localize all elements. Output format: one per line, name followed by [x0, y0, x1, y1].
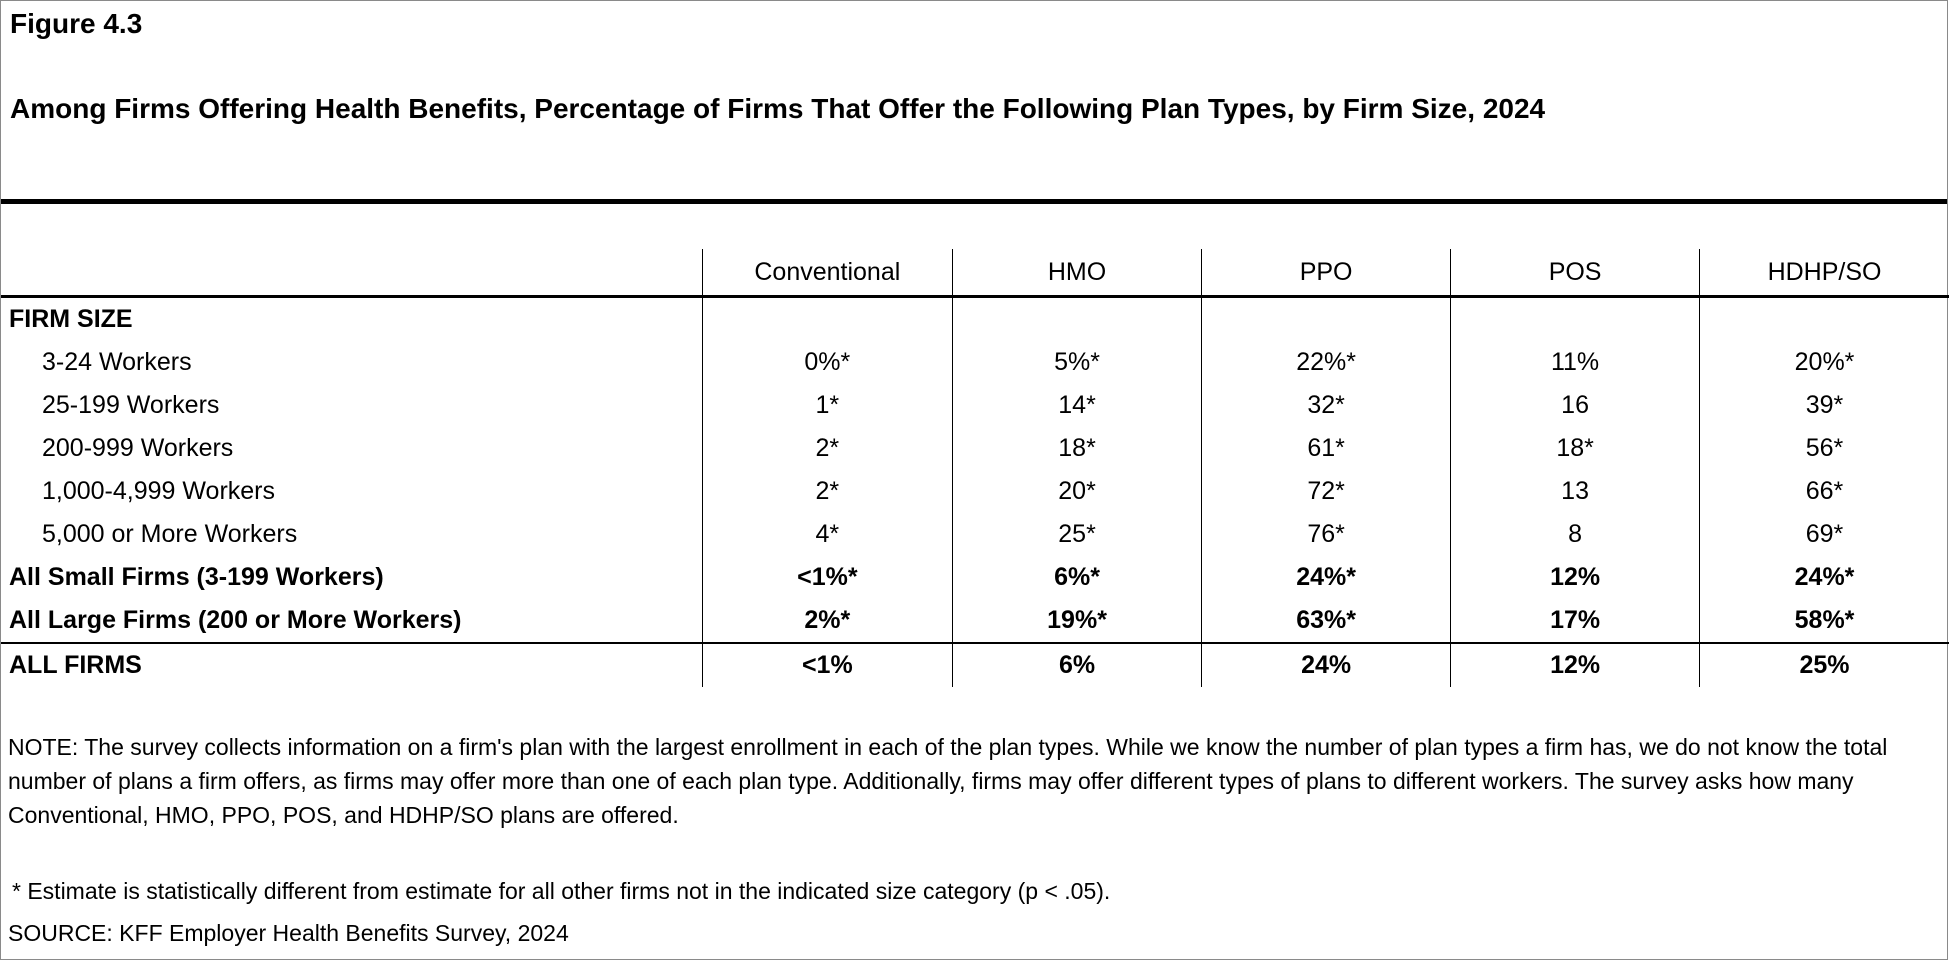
table-cell: 2* [701, 470, 953, 513]
significance-note: * Estimate is statistically different fr… [12, 878, 1111, 904]
table-cell: 12% [1450, 556, 1700, 599]
table-cell: 25% [1699, 643, 1949, 687]
row-label: 5,000 or More Workers [42, 520, 298, 548]
table-row: 25-199 Workers 1* 14* 32* 16 39* [1, 384, 1949, 427]
table-cell: 22%* [1201, 341, 1451, 384]
table-cell: 8 [1450, 513, 1700, 556]
table-cell: 32* [1201, 384, 1451, 427]
figure-label: Figure 4.3 [10, 8, 143, 39]
table-cell: 66* [1699, 470, 1949, 513]
table-row: ALL FIRMS <1% 6% 24% 12% 25% [1, 643, 1949, 687]
table-cell: 39* [1699, 384, 1949, 427]
empty-cell [1201, 296, 1451, 341]
row-label: 1,000-4,999 Workers [42, 477, 275, 505]
table-cell: 14* [952, 384, 1202, 427]
row-label: All Large Firms (200 or More Workers) [1, 599, 703, 644]
table-row: 5,000 or More Workers 4* 25* 76* 8 69* [1, 513, 1949, 556]
row-label: 25-199 Workers [42, 391, 220, 419]
table-cell: <1%* [701, 556, 953, 599]
section-row: FIRM SIZE [1, 296, 1949, 341]
table-cell: 24%* [1699, 556, 1949, 599]
empty-cell [701, 296, 953, 341]
row-label: 3-24 Workers [42, 348, 192, 376]
note-text: NOTE: The survey collects information on… [8, 734, 1888, 828]
row-label: 200-999 Workers [42, 434, 234, 462]
table-cell: 6% [952, 643, 1202, 687]
table-cell: 58%* [1699, 599, 1949, 644]
table-cell: 2%* [701, 599, 953, 644]
table-cell: 19%* [952, 599, 1202, 644]
title-divider [1, 199, 1947, 204]
column-header: HMO [952, 249, 1202, 298]
table-cell: 16 [1450, 384, 1700, 427]
table-cell: 12% [1450, 643, 1700, 687]
table-row: 3-24 Workers 0%* 5%* 22%* 11% 20%* [1, 341, 1949, 384]
row-label: All Small Firms (3-199 Workers) [9, 563, 384, 591]
table-cell: 24% [1201, 643, 1451, 687]
table-row: 200-999 Workers 2* 18* 61* 18* 56* [1, 427, 1949, 470]
table-cell: 4* [701, 513, 953, 556]
table-row: All Small Firms (3-199 Workers) <1%* 6%* 24… [1, 556, 1949, 599]
table-cell: 61* [1201, 427, 1451, 470]
table-row: All Large Firms (200 or More Workers) 2%*… [1, 599, 1949, 644]
table-cell: 20%* [1699, 341, 1949, 384]
figure-title: Among Firms Offering Health Benefits, Pe… [10, 93, 1546, 124]
empty-cell [952, 296, 1202, 341]
table-cell: 11% [1450, 341, 1700, 384]
table-cell: 18* [1450, 427, 1700, 470]
table-cell: <1% [701, 643, 953, 687]
table-cell: 72* [1201, 470, 1451, 513]
table-cell: 25* [952, 513, 1202, 556]
column-header: POS [1450, 249, 1700, 298]
table-cell: 24%* [1201, 556, 1451, 599]
table-cell: 76* [1201, 513, 1451, 556]
column-header: PPO [1201, 249, 1451, 298]
table-cell: 63%* [1201, 599, 1451, 644]
table-cell: 6%* [952, 556, 1202, 599]
empty-cell [1450, 296, 1700, 341]
table-cell: 20* [952, 470, 1202, 513]
section-label: FIRM SIZE [9, 305, 133, 333]
column-header: HDHP/SO [1699, 249, 1949, 298]
table-cell: 56* [1699, 427, 1949, 470]
empty-cell [1699, 296, 1949, 341]
table-cell: 2* [701, 427, 953, 470]
table-cell: 0%* [701, 341, 953, 384]
table-cell: 18* [952, 427, 1202, 470]
source-text: SOURCE: KFF Employer Health Benefits Sur… [8, 920, 569, 946]
table-cell: 5%* [952, 341, 1202, 384]
row-label: ALL FIRMS [9, 651, 142, 679]
table-cell: 1* [701, 384, 953, 427]
header-row: Conventional HMO PPO POS HDHP/SO [1, 249, 1949, 298]
plan-types-table: Conventional HMO PPO POS HDHP/SO FIRM SI… [1, 249, 1949, 687]
header-blank [1, 249, 703, 298]
table-cell: 13 [1450, 470, 1700, 513]
table-cell: 69* [1699, 513, 1949, 556]
column-header: Conventional [701, 249, 953, 298]
table-cell: 17% [1450, 599, 1700, 644]
table-row: 1,000-4,999 Workers 2* 20* 72* 13 66* [1, 470, 1949, 513]
